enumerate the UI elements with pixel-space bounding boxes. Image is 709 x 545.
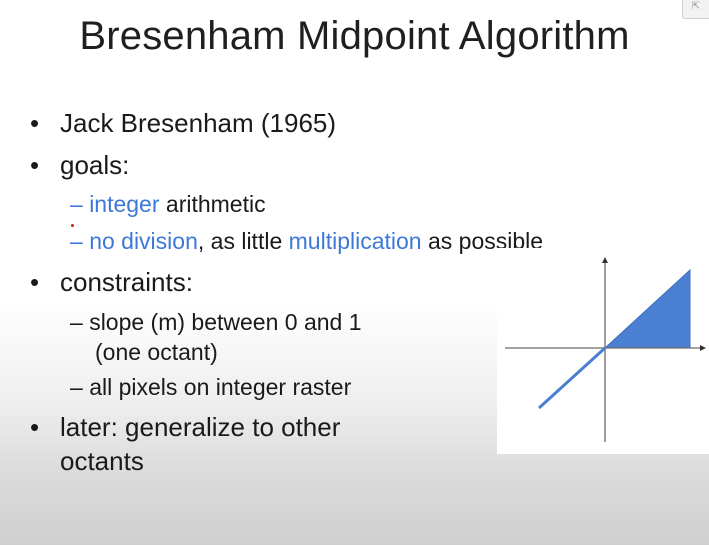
- constraint-text: slope (m) between 0 and 1: [89, 309, 362, 335]
- bullet-text: goals:: [60, 150, 130, 180]
- constraint-text: all pixels on integer raster: [89, 374, 352, 400]
- octant-diagram-svg: [505, 257, 706, 442]
- goal-text: arithmetic: [159, 191, 266, 217]
- bullet-icon: •: [30, 412, 40, 442]
- bullet-text: constraints:: [60, 267, 193, 297]
- slide-title: Bresenham Midpoint Algorithm: [79, 14, 630, 58]
- window-corner-widget[interactable]: ⇱: [682, 0, 709, 19]
- highlight-no-division: no division: [89, 228, 198, 254]
- octant-region: [603, 268, 691, 349]
- bullet-text: later: generalize to other: [60, 412, 341, 442]
- bullet-icon: •: [30, 150, 40, 180]
- bullet-text: octants: [60, 446, 144, 476]
- goal-integer-arithmetic: – integer arithmetic: [70, 190, 266, 218]
- laser-pointer-dot: [71, 224, 74, 227]
- dash-icon: –: [70, 309, 83, 335]
- constraint-integer-raster: – all pixels on integer raster: [70, 373, 351, 401]
- bullet-text: Jack Bresenham (1965): [60, 108, 337, 138]
- constraint-slope: – slope (m) between 0 and 1: [70, 308, 362, 336]
- bullet-icon: •: [30, 108, 40, 138]
- bullet-icon: •: [30, 267, 40, 297]
- constraint-slope-continued: (one octant): [95, 338, 218, 366]
- y-axis-arrow-icon: [602, 257, 608, 263]
- x-axis-arrow-icon: [700, 345, 706, 351]
- dash-icon: –: [70, 228, 83, 254]
- diagonal-line: [537, 346, 607, 410]
- octant-diagram: [497, 248, 709, 454]
- dash-icon: –: [70, 374, 83, 400]
- dash-icon: –: [70, 191, 83, 217]
- bullet-later-generalize-continued: octants: [60, 445, 144, 477]
- goal-text: , as little: [197, 228, 289, 254]
- constraint-text: (one octant): [95, 339, 218, 365]
- highlight-integer: integer: [89, 191, 160, 217]
- highlight-multiplication: multiplication: [288, 228, 422, 254]
- goal-no-division: – no division, as little multiplication …: [70, 227, 543, 255]
